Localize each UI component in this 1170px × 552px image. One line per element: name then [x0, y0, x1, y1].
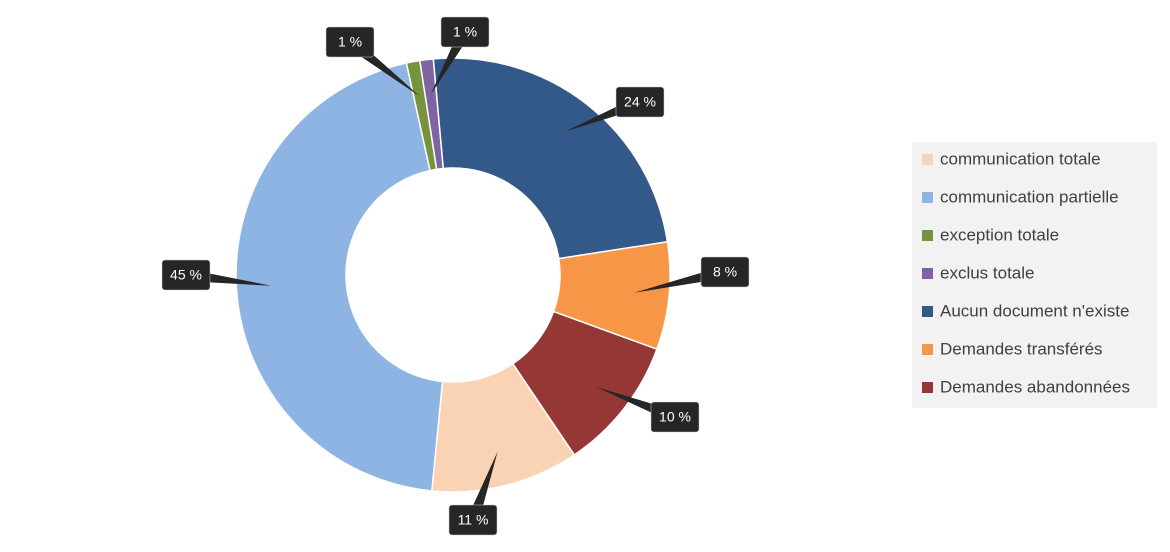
callout-box — [325, 26, 375, 58]
legend-label: exclus totale — [940, 263, 1035, 282]
legend-swatch — [922, 382, 933, 393]
legend-label: Demandes transférés — [940, 339, 1103, 358]
legend-swatch — [922, 268, 933, 279]
legend-swatch — [922, 344, 933, 355]
value-label: 8 % — [713, 264, 737, 280]
callout-box — [615, 86, 665, 118]
value-label: 1 % — [338, 34, 362, 50]
value-label: 24 % — [624, 94, 656, 110]
value-label: 10 % — [659, 409, 691, 425]
callout-box — [161, 259, 211, 291]
callout-box — [650, 401, 700, 433]
legend-label: exception totale — [940, 225, 1059, 244]
legend-swatch — [922, 306, 933, 317]
callout-box — [448, 504, 498, 536]
callout-box — [440, 16, 490, 48]
legend-swatch — [922, 230, 933, 241]
legend-label: Demandes abandonnées — [940, 377, 1130, 396]
legend-box — [912, 142, 1157, 408]
legend-swatch — [922, 192, 933, 203]
callout-box — [700, 256, 750, 288]
value-label: 11 % — [458, 512, 489, 528]
value-label: 1 % — [453, 24, 477, 40]
donut-slice — [432, 57, 669, 260]
value-label: 45 % — [170, 267, 202, 283]
legend-label: communication partielle — [940, 187, 1119, 206]
legend-swatch — [922, 154, 933, 165]
legend-label: communication totale — [940, 149, 1101, 168]
legend-label: Aucun document n'existe — [940, 301, 1129, 320]
donut-slice — [511, 310, 658, 456]
donut-slice — [235, 62, 444, 492]
callout-pointer — [467, 451, 498, 523]
